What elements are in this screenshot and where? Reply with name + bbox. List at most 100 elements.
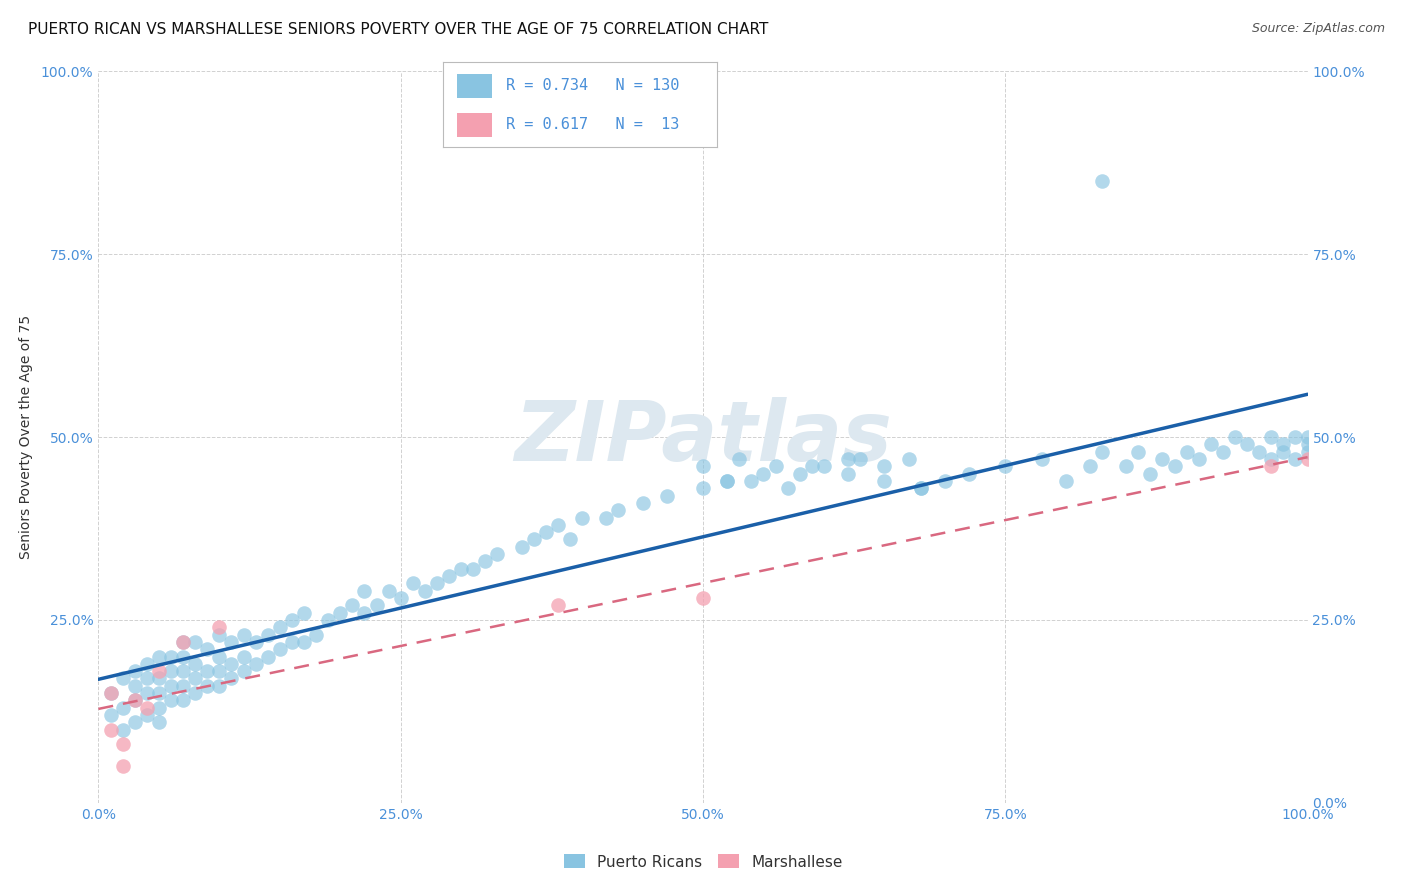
Point [377,583,399,598]
Point [111,672,134,686]
Point [160,679,183,693]
Point [571,510,593,524]
Point [1139,467,1161,481]
Point [1296,452,1319,467]
Point [160,664,183,678]
Point [1054,474,1077,488]
Point [437,569,460,583]
Y-axis label: Seniors Poverty Over the Age of 75: Seniors Poverty Over the Age of 75 [18,315,32,559]
Point [402,576,425,591]
Bar [457,74,492,98]
Point [837,452,859,467]
Point [135,700,157,714]
Point [1272,444,1295,458]
Point [292,635,315,649]
Point [208,627,231,641]
Point [208,679,231,693]
Point [1152,452,1174,467]
Point [184,635,207,649]
Point [221,635,243,649]
Point [740,474,762,488]
Point [124,664,146,678]
Point [474,554,496,568]
Point [1260,459,1282,474]
Point [547,599,569,613]
Point [256,627,278,641]
Point [1163,459,1185,474]
Point [208,664,231,678]
Point [172,693,194,707]
Point [450,562,472,576]
Point [148,715,170,730]
Point [269,642,291,657]
Point [172,679,194,693]
Point [256,649,278,664]
Point [765,459,787,474]
Point [135,686,157,700]
Point [208,620,231,634]
Point [776,481,799,495]
Point [692,459,714,474]
Text: R = 0.734   N = 130: R = 0.734 N = 130 [506,78,679,93]
Point [353,583,375,598]
Point [172,649,194,664]
Point [1212,444,1234,458]
Point [523,533,546,547]
Point [873,459,896,474]
Point [208,649,231,664]
Point [426,576,449,591]
Point [994,459,1017,474]
Point [595,510,617,524]
Point [1296,430,1319,444]
Point [1188,452,1211,467]
Point [124,693,146,707]
Text: ZIPatlas: ZIPatlas [515,397,891,477]
Point [172,664,194,678]
Point [148,686,170,700]
Point [1284,430,1306,444]
Point [195,679,218,693]
Point [148,700,170,714]
Point [1272,437,1295,451]
Point [100,686,122,700]
Point [607,503,630,517]
Point [849,452,872,467]
Point [172,635,194,649]
Point [160,649,183,664]
Point [305,627,328,641]
Point [1128,444,1150,458]
Point [1223,430,1246,444]
Point [269,620,291,634]
Point [100,686,122,700]
Point [934,474,956,488]
Point [800,459,823,474]
Point [413,583,436,598]
Point [100,723,122,737]
Point [148,672,170,686]
Point [655,489,678,503]
Point [292,606,315,620]
Point [547,517,569,532]
Point [1296,444,1319,458]
Point [184,686,207,700]
Point [389,591,412,605]
Point [316,613,339,627]
Point [111,737,134,751]
Point [1199,437,1222,451]
Point [245,657,267,671]
Point [1236,437,1258,451]
Point [752,467,775,481]
Point [195,642,218,657]
Point [135,708,157,723]
Point [184,672,207,686]
Bar [457,113,492,137]
Point [1260,452,1282,467]
Point [124,693,146,707]
Legend: Puerto Ricans, Marshallese: Puerto Ricans, Marshallese [557,848,849,876]
Point [232,664,254,678]
Point [124,715,146,730]
Point [342,599,364,613]
Point [100,708,122,723]
Point [172,635,194,649]
Point [897,452,920,467]
